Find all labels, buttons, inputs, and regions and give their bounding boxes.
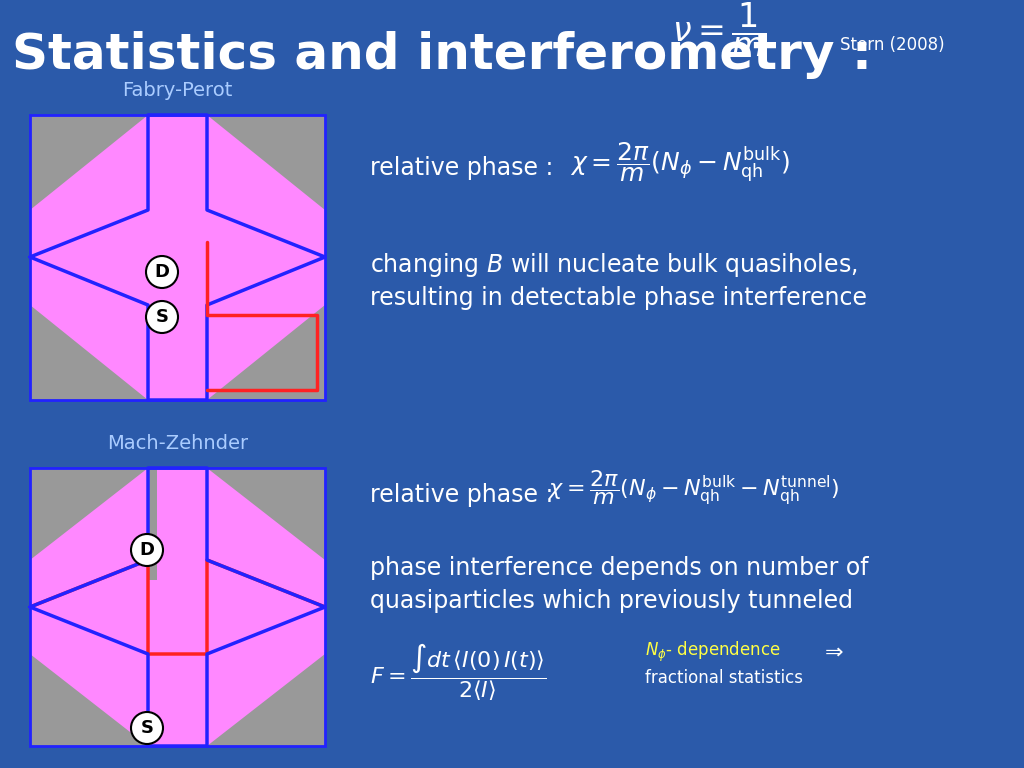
Polygon shape: [207, 305, 325, 400]
Polygon shape: [30, 305, 148, 400]
Text: relative phase :: relative phase :: [370, 483, 553, 507]
Circle shape: [131, 712, 163, 744]
Text: changing $B$ will nucleate bulk quasiholes,: changing $B$ will nucleate bulk quasihol…: [370, 251, 857, 279]
Bar: [30, 468, 325, 746]
Text: S: S: [140, 719, 154, 737]
Bar: [30, 115, 325, 400]
Polygon shape: [207, 115, 325, 210]
Polygon shape: [148, 468, 157, 580]
Bar: [30, 468, 325, 746]
Text: Mach-Zehnder: Mach-Zehnder: [106, 434, 248, 453]
Polygon shape: [30, 654, 148, 746]
Text: Fabry-Perot: Fabry-Perot: [122, 81, 232, 100]
Text: Stern (2008): Stern (2008): [840, 36, 944, 54]
Text: $N_\phi$- dependence: $N_\phi$- dependence: [645, 640, 780, 664]
Bar: [30, 115, 325, 400]
Circle shape: [146, 256, 178, 288]
Circle shape: [146, 301, 178, 333]
Circle shape: [131, 534, 163, 566]
Polygon shape: [207, 468, 325, 560]
Text: phase interference depends on number of: phase interference depends on number of: [370, 556, 868, 580]
Text: $F = \dfrac{\int dt\,\langle I(0)\,I(t)\rangle}{2\langle I\rangle}$: $F = \dfrac{\int dt\,\langle I(0)\,I(t)\…: [370, 641, 547, 703]
Bar: [30, 468, 325, 746]
Bar: [30, 115, 325, 400]
Polygon shape: [207, 654, 325, 746]
Text: fractional statistics: fractional statistics: [645, 669, 803, 687]
Polygon shape: [30, 468, 148, 560]
Text: D: D: [155, 263, 170, 281]
Text: $\chi = \dfrac{2\pi}{m}(N_\phi - N_{\rm qh}^{\rm bulk} - N_{\rm qh}^{\rm tunnel}: $\chi = \dfrac{2\pi}{m}(N_\phi - N_{\rm …: [548, 468, 840, 508]
Text: relative phase :: relative phase :: [370, 156, 553, 180]
Text: Statistics and interferometry :: Statistics and interferometry :: [12, 31, 872, 79]
Text: resulting in detectable phase interference: resulting in detectable phase interferen…: [370, 286, 867, 310]
Text: S: S: [156, 308, 169, 326]
Text: $\chi = \dfrac{2\pi}{m}(N_\phi - N_{\rm qh}^{\rm bulk})$: $\chi = \dfrac{2\pi}{m}(N_\phi - N_{\rm …: [570, 140, 790, 184]
Text: $\Rightarrow$: $\Rightarrow$: [820, 642, 844, 662]
Text: D: D: [139, 541, 155, 559]
Text: $\nu = \dfrac{1}{m}$: $\nu = \dfrac{1}{m}$: [672, 1, 766, 59]
Polygon shape: [30, 115, 148, 210]
Text: quasiparticles which previously tunneled: quasiparticles which previously tunneled: [370, 589, 853, 613]
